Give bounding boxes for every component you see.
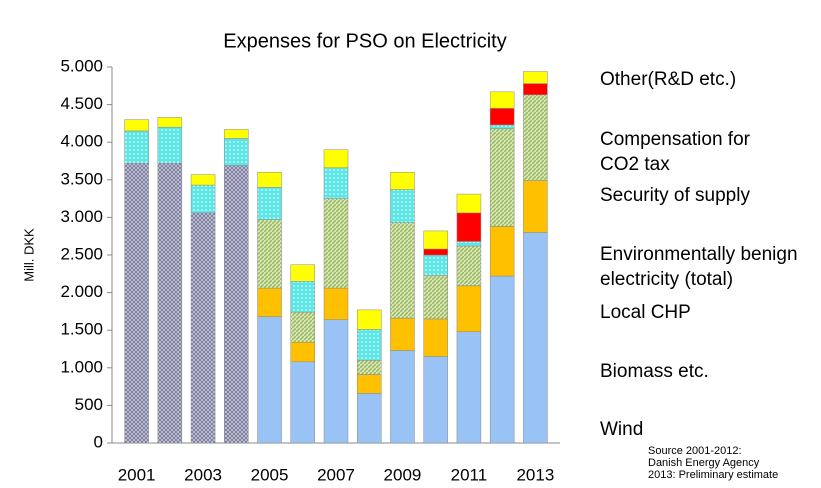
bar-segment	[190, 212, 216, 444]
bar-segment	[390, 189, 415, 223]
bar-segment	[323, 167, 349, 199]
x-tick-label: 2001	[118, 465, 156, 484]
bar-segment	[423, 230, 448, 250]
source-note: Source 2001-2012:	[648, 445, 742, 457]
legend-label: Environmentally benign electricity (tota…	[600, 244, 798, 290]
legend-label: Security of supply	[600, 185, 750, 206]
legend-label: Compensation for CO2 tax	[600, 129, 750, 175]
bar-segment	[390, 222, 415, 319]
bar-segment	[456, 331, 482, 444]
y-tick-label: 4.500	[60, 94, 103, 113]
bar-segment	[257, 287, 282, 317]
y-tick-label: 2.000	[60, 282, 103, 301]
bar-segment	[190, 174, 216, 186]
legend-label: Biomass etc.	[600, 361, 709, 382]
bar-segment	[323, 149, 349, 169]
bar-segment	[157, 126, 183, 164]
bar-segment	[423, 248, 448, 256]
bar-segment	[257, 187, 282, 220]
source-note: Danish Energy Agency	[648, 457, 760, 469]
x-tick-label: 2009	[384, 465, 422, 484]
bar-segment	[489, 275, 515, 444]
bar-segment	[489, 124, 515, 129]
bar-segment	[124, 163, 149, 444]
bar-segment	[456, 285, 482, 332]
y-tick-label: 5.000	[60, 56, 103, 75]
bar-segment	[224, 138, 249, 166]
bar-segment	[523, 83, 548, 96]
bar-segment	[257, 316, 282, 444]
bar-segment	[456, 241, 482, 247]
bar-segment	[290, 341, 316, 363]
bar-segment	[356, 374, 382, 394]
bar-segment	[124, 130, 149, 164]
bar-segment	[423, 318, 448, 357]
bar-segment	[257, 219, 282, 289]
chart-title: Expenses for PSO on Electricity	[223, 30, 506, 52]
y-axis-label: Mill. DKK	[21, 228, 36, 282]
x-tick-label: 2011	[451, 465, 488, 484]
bar-segment	[190, 184, 216, 214]
legend-label: Wind	[600, 419, 644, 440]
y-tick-label: 500	[75, 395, 103, 414]
bar-segment	[423, 356, 448, 444]
bar-segment	[489, 226, 515, 277]
y-tick-label: 3.500	[60, 169, 103, 188]
bar-segment	[489, 128, 515, 227]
bar-segment	[489, 91, 515, 109]
bar-segment	[323, 198, 349, 289]
y-tick-label: 1.000	[60, 357, 103, 376]
bar-segment	[356, 329, 382, 361]
bar-segment	[489, 108, 515, 126]
bar-segment	[290, 311, 316, 343]
legend-label: Other(R&D etc.)	[600, 69, 737, 90]
bar-segment	[224, 129, 249, 139]
source-note: 2013: Preliminary estimate	[648, 469, 778, 481]
legend-label: Local CHP	[600, 302, 691, 323]
x-tick-label: 2013	[516, 465, 554, 484]
bar-segment	[157, 163, 183, 444]
y-tick-label: 0	[94, 432, 103, 451]
bar-segment	[257, 172, 282, 188]
y-tick-label: 3.000	[60, 207, 103, 226]
bar-segment	[356, 393, 382, 444]
bar-segment	[290, 264, 316, 282]
bar-segment	[390, 172, 415, 190]
x-tick-label: 2003	[184, 465, 222, 484]
bar-segment	[323, 319, 349, 444]
bar-segment	[290, 361, 316, 444]
bar-segment	[456, 212, 482, 242]
bar-segment	[423, 275, 448, 320]
bar-segment	[523, 71, 548, 84]
bar-segment	[157, 117, 183, 128]
bar-segment	[224, 165, 249, 444]
y-tick-label: 2.500	[60, 244, 103, 263]
x-tick-label: 2005	[251, 465, 289, 484]
bar-segment	[124, 119, 149, 132]
x-tick-label: 2007	[317, 465, 355, 484]
y-tick-label: 1.500	[60, 320, 103, 339]
bar-segment	[523, 180, 548, 233]
bar-segment	[390, 317, 415, 351]
bar-segment	[523, 232, 548, 444]
bar-segment	[356, 309, 382, 330]
bar-segment	[456, 193, 482, 214]
bar-segment	[390, 350, 415, 444]
y-tick-label: 4.000	[60, 132, 103, 151]
bar-segment	[423, 254, 448, 276]
bar-segment	[323, 287, 349, 320]
bar-segment	[523, 94, 548, 181]
bar-segment	[290, 281, 316, 313]
bar-segment	[356, 360, 382, 375]
bar-segment	[456, 245, 482, 287]
